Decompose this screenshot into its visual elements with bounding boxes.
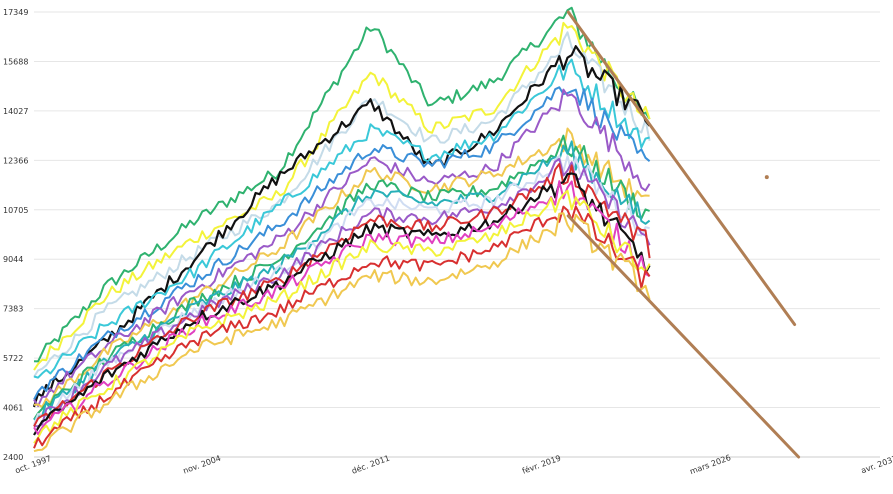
series-line-13 [33, 172, 651, 436]
x-tick-label: déc. 2011 [350, 453, 391, 476]
data-series [32, 6, 651, 453]
trend-line-1 [566, 214, 801, 459]
series-line-16 [33, 205, 651, 449]
y-tick-label: 15688 [3, 57, 28, 66]
series-line-12 [33, 162, 651, 427]
series-line-5 [33, 86, 651, 401]
x-tick-labels: oct. 1997 nov. 2004 déc. 2011 févr. 2019 mar… [14, 453, 893, 477]
y-tick-label: 12366 [3, 156, 28, 165]
y-tick-label: 4061 [3, 404, 23, 413]
y-tick-label: 17349 [3, 8, 28, 17]
series-line-17 [33, 212, 651, 453]
series-line-6 [33, 88, 651, 407]
trend-lines [566, 10, 801, 459]
x-tick-label: févr. 2019 [521, 453, 562, 476]
series-line-4 [33, 58, 650, 379]
series-line-14 [33, 180, 651, 436]
trend-line-0 [566, 10, 797, 327]
y-tick-label: 7383 [3, 305, 23, 314]
series-line-7 [33, 127, 650, 408]
series-line-0 [33, 6, 651, 363]
series-line-15 [33, 189, 651, 444]
y-tick-label: 14027 [3, 107, 28, 116]
series-line-3 [32, 45, 651, 408]
markers [764, 175, 769, 180]
y-tick-label: 5722 [3, 354, 23, 363]
marker-point-0 [764, 175, 769, 180]
series-line-1 [33, 21, 651, 371]
y-tick-label: 2400 [3, 453, 23, 462]
y-tick-label: 9044 [3, 255, 23, 264]
y-tick-labels: 2400 4061 5722 7383 9044 10705 12366 14027 15688… [3, 8, 28, 462]
series-line-2 [33, 31, 651, 378]
y-tick-label: 10705 [3, 206, 28, 215]
